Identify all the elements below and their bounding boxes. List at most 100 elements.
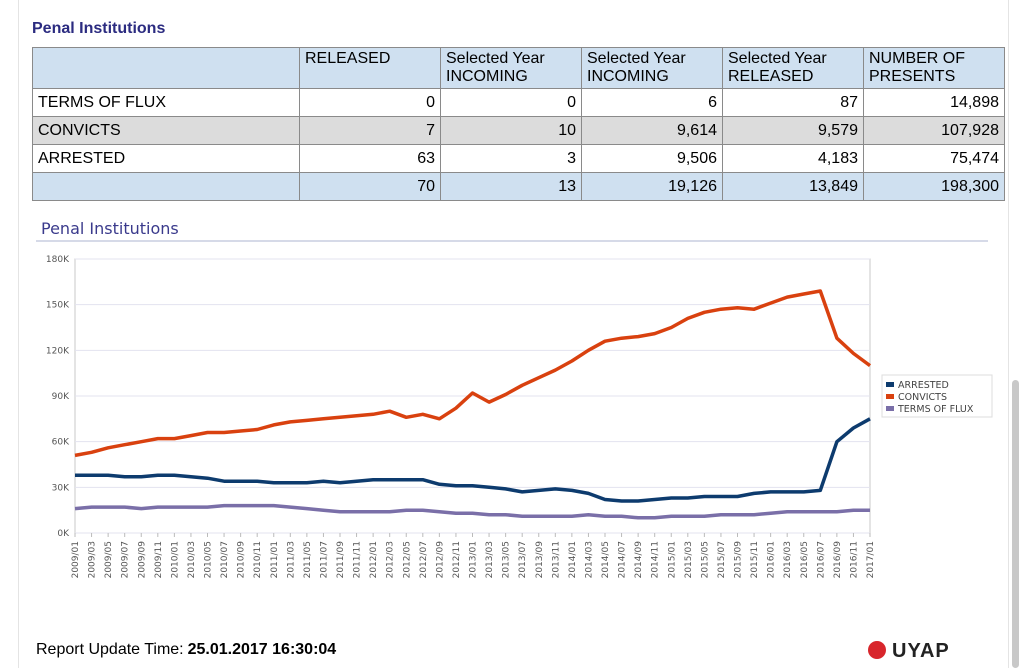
x-tick-label: 2014/07	[618, 541, 628, 578]
cell-value: 87	[722, 88, 864, 117]
cell-value: 10	[440, 116, 582, 145]
cell-value: 107,928	[863, 116, 1005, 145]
cell-value: 0	[299, 88, 441, 117]
cell-value: 3	[440, 144, 582, 173]
row-label: TERMS OF FLUX	[32, 88, 300, 117]
footer-label: Report Update Time:	[36, 641, 184, 658]
x-tick-label: 2015/09	[734, 541, 744, 579]
column-header: Selected Year RELEASED	[722, 47, 864, 89]
x-tick-label: 2013/03	[485, 541, 495, 578]
column-header: NUMBER OF PRESENTS	[863, 47, 1005, 89]
x-tick-label: 2013/05	[502, 541, 512, 578]
column-header: RELEASED	[299, 47, 441, 89]
x-tick-label: 2014/09	[634, 541, 644, 579]
x-tick-label: 2013/07	[518, 541, 528, 578]
x-tick-label: 2014/03	[584, 541, 594, 578]
x-tick-label: 2009/07	[121, 541, 131, 578]
x-tick-label: 2016/05	[800, 541, 810, 578]
total-value: 19,126	[581, 172, 723, 201]
cell-value: 14,898	[863, 88, 1005, 117]
frame-border	[18, 0, 19, 668]
x-tick-label: 2014/01	[568, 541, 578, 578]
x-tick-label: 2012/09	[435, 541, 445, 579]
legend-swatch	[886, 406, 894, 411]
cell-value: 75,474	[863, 144, 1005, 173]
footer: Report Update Time: 25.01.2017 16:30:04	[36, 641, 336, 659]
footer-value: 25.01.2017 16:30:04	[187, 641, 337, 658]
total-value: 13,849	[722, 172, 864, 201]
legend-label: TERMS OF FLUX	[897, 404, 974, 415]
logo-icon	[868, 641, 886, 659]
x-tick-label: 2014/11	[651, 541, 661, 578]
series-line	[74, 289, 872, 458]
x-tick-label: 2009/11	[154, 541, 164, 578]
row-label: CONVICTS	[32, 116, 300, 145]
x-tick-label: 2015/03	[684, 541, 694, 578]
x-tick-label: 2012/11	[452, 541, 462, 578]
y-tick-label: 150K	[46, 301, 70, 311]
legend-swatch	[886, 394, 894, 399]
x-tick-label: 2012/07	[419, 541, 429, 578]
cell-value: 9,506	[581, 144, 723, 173]
x-tick-label: 2012/05	[402, 541, 412, 578]
row-label: ARRESTED	[32, 144, 300, 173]
x-tick-label: 2012/01	[369, 541, 379, 578]
scrollbar[interactable]	[1012, 380, 1019, 668]
total-label	[32, 172, 300, 201]
series-line	[74, 503, 870, 520]
frame-border	[1008, 0, 1009, 668]
x-tick-label: 2009/09	[137, 541, 147, 579]
logo-text: UYAP	[892, 640, 950, 662]
x-tick-label: 2016/07	[816, 541, 826, 578]
legend-label: CONVICTS	[898, 392, 947, 403]
total-value: 198,300	[863, 172, 1005, 201]
x-tick-label: 2014/05	[601, 541, 611, 578]
x-tick-label: 2011/07	[319, 541, 329, 578]
cell-value: 4,183	[722, 144, 864, 173]
total-value: 13	[440, 172, 582, 201]
cell-value: 63	[299, 144, 441, 173]
x-tick-label: 2010/07	[220, 541, 230, 578]
data-table: RELEASED Selected Year INCOMING Selected Y…	[32, 47, 1005, 201]
x-tick-label: 2011/09	[336, 541, 346, 579]
cell-value: 9,579	[722, 116, 864, 145]
x-tick-label: 2015/05	[700, 541, 710, 578]
cell-value: 7	[299, 116, 441, 145]
legend-label: ARRESTED	[898, 380, 949, 391]
x-tick-label: 2013/09	[535, 541, 545, 579]
table-row: ARRESTED 63 3 9,506 4,183 75,474	[32, 144, 1005, 173]
legend-box	[881, 374, 993, 418]
x-tick-label: 2009/01	[71, 541, 81, 578]
x-tick-label: 2016/03	[783, 541, 793, 578]
column-header: Selected Year INCOMING	[581, 47, 723, 89]
table-row: CONVICTS 7 10 9,614 9,579 107,928	[32, 116, 1005, 145]
series-line	[75, 417, 871, 503]
x-tick-label: 2010/11	[253, 541, 263, 578]
y-tick-label: 120K	[46, 346, 70, 356]
x-tick-label: 2015/11	[750, 541, 760, 578]
x-tick-label: 2011/03	[286, 541, 296, 578]
x-tick-label: 2009/03	[88, 541, 98, 578]
x-tick-label: 2016/09	[833, 541, 843, 579]
legend-swatch	[886, 382, 894, 387]
x-tick-label: 2013/01	[469, 541, 479, 578]
x-tick-label: 2010/05	[204, 541, 214, 578]
table-row: TERMS OF FLUX 0 0 6 87 14,898	[32, 88, 1005, 117]
x-tick-label: 2012/03	[386, 541, 396, 578]
x-tick-label: 2011/05	[303, 541, 313, 578]
x-tick-label: 2015/07	[717, 541, 727, 578]
x-tick-label: 2010/09	[237, 541, 247, 579]
x-tick-label: 2013/11	[551, 541, 561, 578]
chart: Penal Institutions 0K 30K 60K 90K 120K 150K 18…	[36, 219, 993, 579]
cell-value: 6	[581, 88, 723, 117]
total-value: 70	[299, 172, 441, 201]
x-tick-label: 2010/03	[187, 541, 197, 578]
x-tick-label: 2011/01	[270, 541, 280, 578]
total-row: 70 13 19,126 13,849 198,300	[32, 172, 1005, 201]
cell-value: 9,614	[581, 116, 723, 145]
logo[interactable]: UYAP	[868, 640, 950, 663]
page-title: Penal Institutions	[32, 20, 166, 37]
x-tick-label: 2016/01	[767, 541, 777, 578]
x-tick-label: 2015/01	[667, 541, 677, 578]
